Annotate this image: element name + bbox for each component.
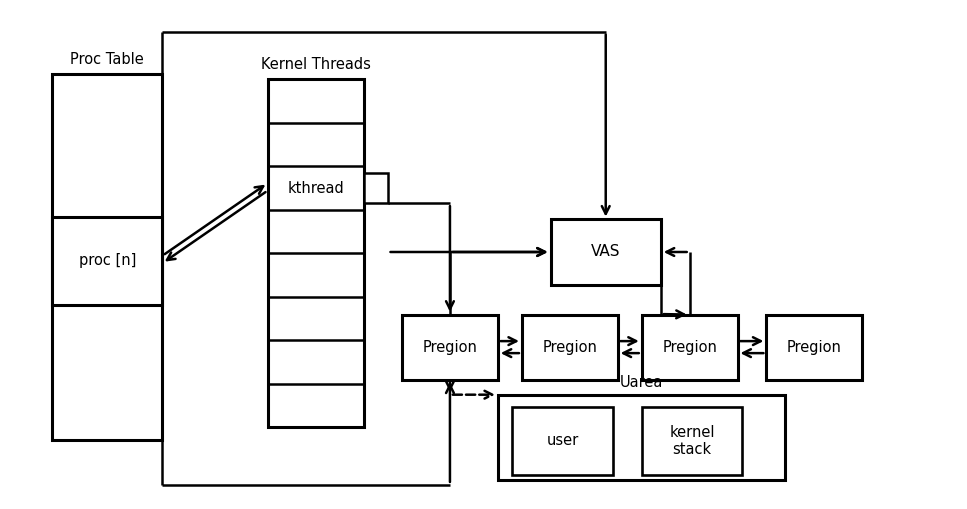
Bar — [498, 394, 785, 480]
Text: Pregion: Pregion — [662, 340, 718, 355]
Text: Uarea: Uarea — [620, 375, 663, 390]
Text: proc [n]: proc [n] — [78, 253, 136, 268]
Bar — [513, 407, 613, 475]
Text: Kernel Threads: Kernel Threads — [261, 56, 370, 72]
Text: Pregion: Pregion — [542, 340, 598, 355]
Bar — [52, 74, 162, 440]
Bar — [522, 315, 618, 380]
Text: user: user — [546, 434, 578, 448]
Text: Pregion: Pregion — [787, 340, 841, 355]
Bar — [642, 315, 738, 380]
Bar — [364, 173, 388, 203]
Bar — [550, 219, 660, 285]
Bar — [52, 217, 162, 304]
Text: kthread: kthread — [287, 181, 344, 195]
Text: Proc Table: Proc Table — [71, 52, 144, 67]
Text: Pregion: Pregion — [423, 340, 478, 355]
Bar — [268, 79, 364, 427]
Text: VAS: VAS — [591, 244, 621, 260]
Bar — [766, 315, 863, 380]
Text: kernel
stack: kernel stack — [669, 425, 715, 457]
Bar — [642, 407, 743, 475]
Bar — [402, 315, 498, 380]
